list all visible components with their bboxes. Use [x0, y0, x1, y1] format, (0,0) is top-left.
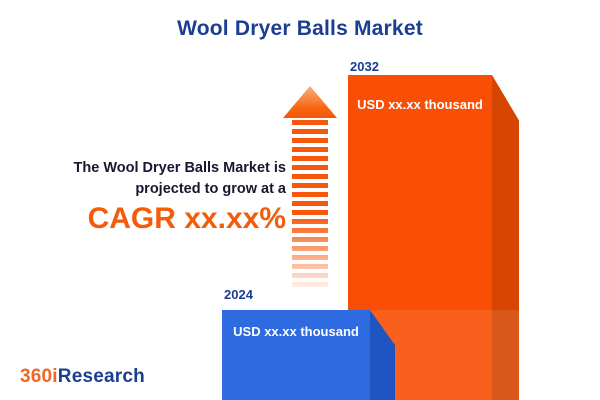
bar-2024	[222, 310, 370, 400]
market-description: The Wool Dryer Balls Market is projected…	[30, 158, 286, 200]
cagr-value: CAGR xx.xx%	[87, 202, 286, 235]
logo-part-360i: 360i	[20, 366, 58, 387]
category-label-2024: 2024	[224, 287, 253, 302]
bar-2032-side-face	[492, 75, 519, 400]
arrow-up-icon	[283, 86, 337, 118]
description-line-2: projected to grow at a	[135, 181, 286, 198]
category-label-2032: 2032	[350, 59, 379, 74]
logo-part-research: Research	[57, 366, 145, 387]
company-logo: 360iResearch	[20, 366, 145, 388]
bar-2032-value-label: USD xx.xx thousand	[357, 97, 483, 112]
page-title: Wool Dryer Balls Market	[177, 17, 423, 40]
description-line-1: The Wool Dryer Balls Market is	[73, 160, 286, 176]
growth-arrow-shaft	[292, 120, 328, 290]
bar-2024-value-label: USD xx.xx thousand	[233, 324, 359, 339]
